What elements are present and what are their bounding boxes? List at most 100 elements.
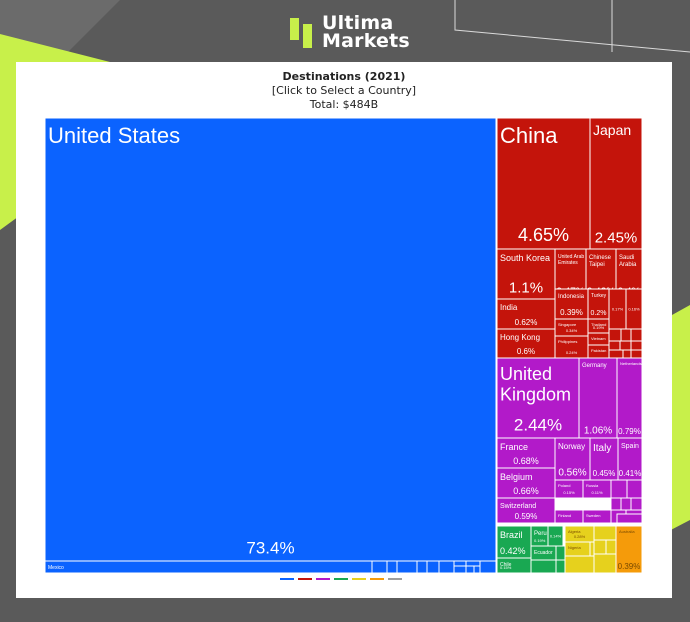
tile-india[interactable]: India 0.62%	[496, 298, 556, 330]
tile-south-korea[interactable]: South Korea 1.1%	[496, 248, 556, 300]
tile-indonesia[interactable]: Indonesia 0.39%	[554, 288, 589, 320]
small-tile[interactable]	[593, 553, 617, 574]
other-europe-tiles[interactable]	[610, 479, 643, 524]
tile-label: Thailand	[591, 322, 606, 327]
tile-brazil[interactable]: Brazil 0.42%	[496, 525, 532, 559]
small-tile[interactable]	[564, 555, 595, 574]
tile-france[interactable]: France 0.68%	[496, 437, 556, 469]
tile-share: 0.62%	[515, 318, 538, 327]
tile-ecuador[interactable]: Ecuador	[530, 545, 557, 561]
tile-united-kingdom[interactable]: United Kingdom 2.44%	[496, 357, 580, 439]
other-africa-tiles[interactable]	[564, 525, 617, 574]
small-tile[interactable]	[589, 541, 595, 557]
small-tile[interactable]	[630, 328, 643, 342]
tile-rect[interactable]	[496, 117, 591, 250]
region-color-legend	[280, 578, 402, 580]
small-tile[interactable]	[626, 479, 643, 499]
tile-label: Algeria	[568, 529, 581, 534]
small-tile[interactable]	[630, 497, 643, 511]
tile-label: Brazil	[500, 530, 523, 540]
tile-nigeria[interactable]: Nigeria	[564, 541, 591, 557]
small-tile[interactable]	[605, 539, 617, 555]
tile-rect[interactable]	[554, 437, 591, 481]
tile-rect[interactable]	[578, 357, 618, 439]
tile-rect[interactable]	[616, 357, 643, 439]
other-north-america-tiles[interactable]	[371, 560, 497, 574]
small-tile[interactable]	[371, 560, 388, 574]
chart-subtitle[interactable]: [Click to Select a Country]	[271, 84, 417, 97]
tile-united-states[interactable]: United States 73.4%	[44, 117, 497, 562]
tile-rect[interactable]	[589, 437, 619, 481]
tile-share: 0.24%	[566, 350, 578, 355]
tile-asia-a[interactable]: 0.17%	[608, 288, 627, 330]
other-asia-tiles[interactable]	[608, 328, 643, 359]
tile-spain[interactable]: Spain 0.41%	[617, 437, 643, 481]
tile-switzerland[interactable]: Switzerland 0.59%	[496, 497, 556, 524]
small-tile[interactable]	[620, 328, 632, 342]
tile-hong-kong[interactable]: Hong Kong 0.6%	[496, 328, 556, 359]
tile-australia[interactable]: Australia 0.39%	[615, 525, 643, 574]
small-tile[interactable]	[616, 513, 643, 524]
small-tile[interactable]	[438, 560, 455, 574]
small-tile[interactable]	[396, 560, 418, 574]
tile-poland[interactable]: Poland 0.15%	[554, 479, 584, 499]
tile-rect[interactable]	[44, 560, 373, 574]
small-tile[interactable]	[593, 539, 607, 555]
tile-rect[interactable]	[496, 298, 556, 330]
tile-finland[interactable]: Finland	[554, 509, 584, 524]
small-tile[interactable]	[610, 479, 628, 499]
tile-mexico[interactable]: Mexico	[44, 560, 373, 574]
tile-rect[interactable]	[496, 328, 556, 359]
tile-germany[interactable]: Germany 1.06%	[578, 357, 618, 439]
small-tile[interactable]	[555, 559, 566, 574]
tile-netherlands[interactable]: Netherlands 0.79%	[616, 357, 643, 439]
small-tile[interactable]	[610, 497, 622, 511]
small-tile[interactable]	[619, 340, 632, 351]
tile-sweden[interactable]: Sweden	[582, 509, 612, 524]
tile-china[interactable]: China 4.65%	[496, 117, 591, 250]
small-tile[interactable]	[593, 525, 617, 541]
small-tile[interactable]	[426, 560, 440, 574]
tile-rect[interactable]	[617, 437, 643, 481]
small-tile[interactable]	[608, 328, 622, 342]
small-tile[interactable]	[630, 340, 643, 351]
tile-belgium[interactable]: Belgium 0.66%	[496, 467, 556, 499]
tile-rect[interactable]	[496, 357, 580, 439]
tile-share: 1.06%	[584, 426, 612, 437]
small-tile[interactable]	[620, 497, 632, 511]
tile-label: Sweden	[586, 513, 600, 518]
tile-norway[interactable]: Norway 0.56%	[554, 437, 591, 481]
other-south-america-tiles[interactable]	[530, 545, 566, 574]
tile-rect[interactable]	[615, 525, 643, 574]
tile-rect[interactable]	[496, 248, 556, 300]
small-tile[interactable]	[386, 560, 398, 574]
small-tile[interactable]	[465, 565, 475, 574]
small-tile[interactable]	[416, 560, 428, 574]
small-tile[interactable]	[479, 560, 497, 574]
tile-vietnam[interactable]: Vietnam	[587, 332, 610, 346]
tile-rect[interactable]	[589, 117, 643, 250]
tile-share: 0.19%	[593, 325, 605, 330]
small-tile[interactable]	[555, 545, 566, 561]
tile-pakistan[interactable]: Pakistan	[587, 344, 610, 359]
tile-asia-b[interactable]: 0.16%	[625, 288, 643, 330]
tile-sa-a[interactable]: 0.14%	[547, 525, 564, 547]
tile-share: 1.1%	[509, 279, 543, 296]
small-tile[interactable]	[608, 340, 621, 351]
tile-philippines[interactable]: Philippines 0.24%	[554, 335, 589, 359]
tile-share: 0.19%	[534, 538, 546, 543]
tile-rect[interactable]	[496, 437, 556, 469]
tile-rect[interactable]	[44, 117, 497, 562]
small-tile[interactable]	[622, 349, 632, 359]
tile-russia[interactable]: Russia 0.11%	[582, 479, 612, 499]
tile-turkey[interactable]: Turkey 0.2%	[587, 288, 610, 320]
small-tile[interactable]	[530, 559, 557, 574]
tile-japan[interactable]: Japan 2.45%	[589, 117, 643, 250]
tile-italy[interactable]: Italy 0.45%	[589, 437, 619, 481]
